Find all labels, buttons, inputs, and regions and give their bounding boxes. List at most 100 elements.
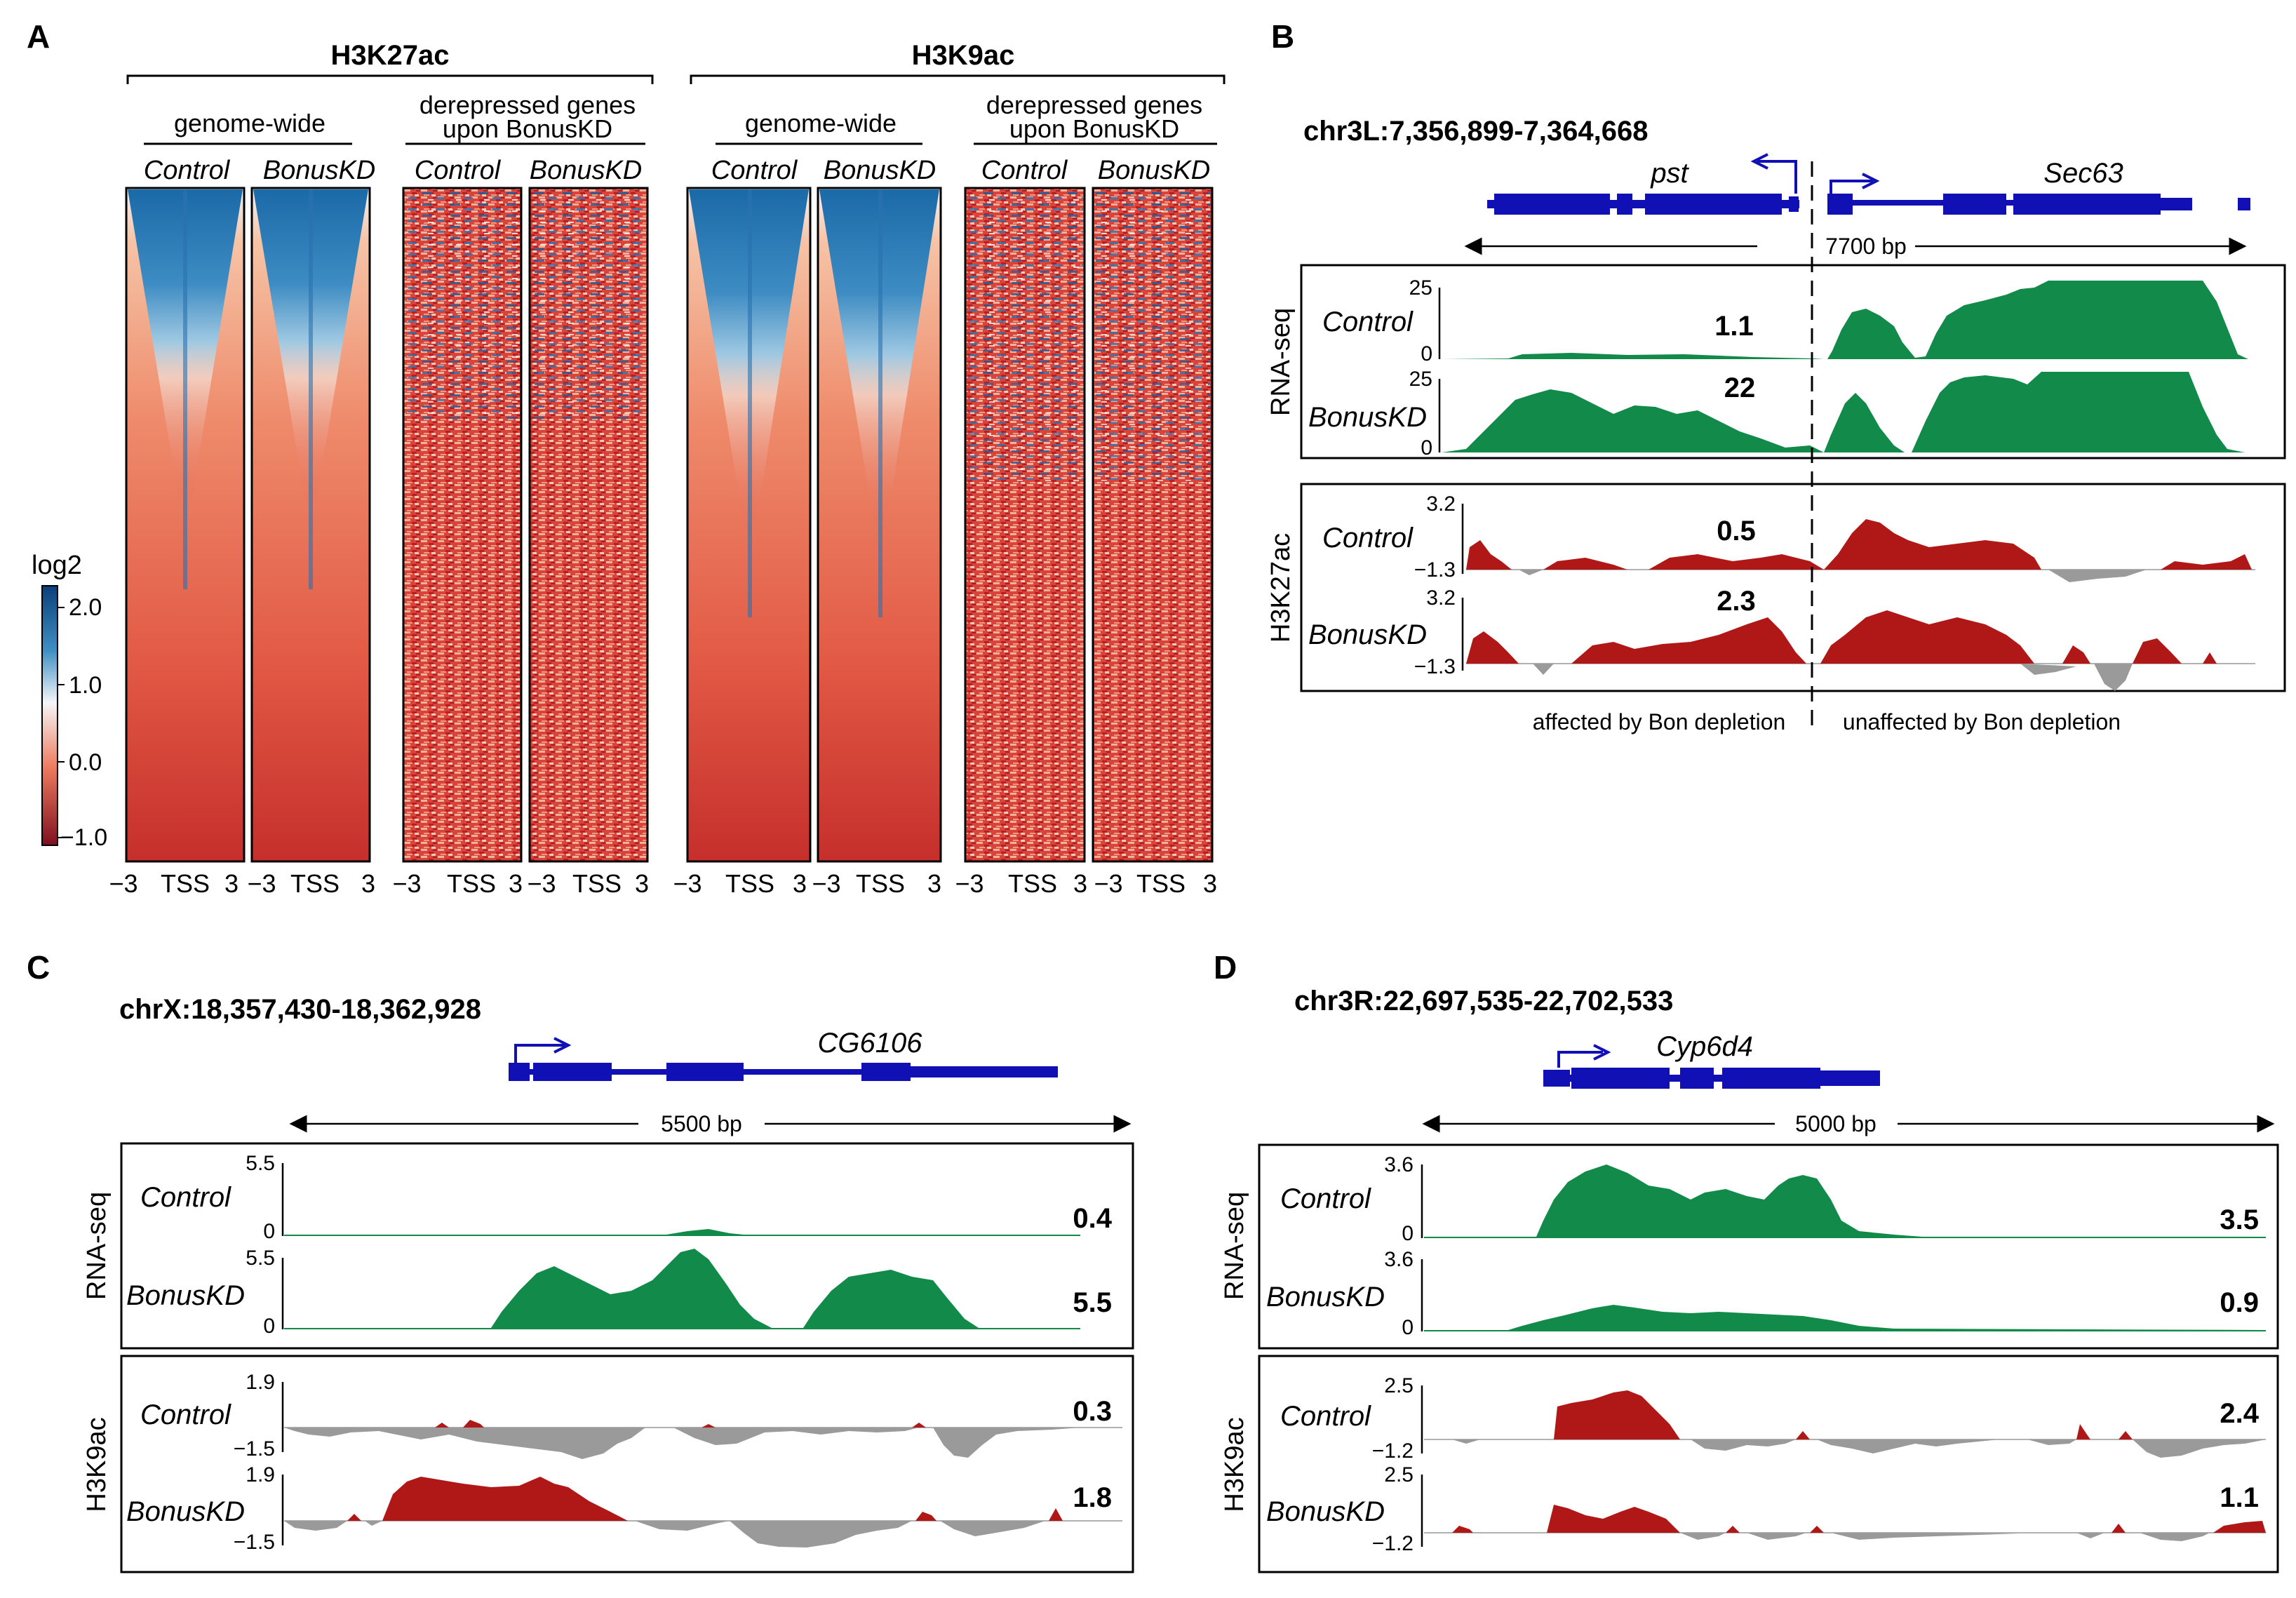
track-c-rna-control: Control <box>140 1182 231 1213</box>
svg-text:TSS: TSS <box>1008 869 1057 898</box>
svg-text:0: 0 <box>1421 342 1432 365</box>
track-b-rna-control: Control <box>1322 307 1414 337</box>
signal-c-chip-control <box>284 1420 1122 1459</box>
value-d-chip-control: 2.4 <box>2220 1398 2259 1429</box>
svg-text:0: 0 <box>1402 1316 1414 1339</box>
panel-b-label: B <box>1271 18 1294 55</box>
color-legend: log2 2.0 1.0 0.0 −1.0 <box>32 551 107 851</box>
svg-text:3.6: 3.6 <box>1384 1153 1414 1176</box>
track-c-chip-kd: BonusKD <box>126 1496 245 1527</box>
value-c-chip-kd: 1.8 <box>1073 1482 1112 1513</box>
mark1-sub-genome: genome-wide <box>174 109 325 137</box>
axis-b-chip-kd: 3.2 −1.3 <box>1414 586 1464 678</box>
mark2-bracket <box>690 74 1226 84</box>
signal-d-chip-kd <box>1424 1505 2266 1541</box>
svg-text:0: 0 <box>1421 436 1432 459</box>
svg-text:0: 0 <box>263 1220 275 1243</box>
value-d-rna-control: 3.5 <box>2220 1204 2259 1235</box>
chip-box-b <box>1300 483 2286 692</box>
note-b-right: unaffected by Bon depletion <box>1843 709 2121 734</box>
mark1-sub-derep-1: derepressed genes <box>419 90 636 119</box>
value-b-chip-kd: 2.3 <box>1717 586 1756 617</box>
legend-tick-1: 1.0 <box>69 672 102 699</box>
rnaseq-box-d <box>1258 1143 2279 1350</box>
svg-text:2.5: 2.5 <box>1384 1374 1414 1397</box>
legend-tick-2: 0.0 <box>69 749 102 776</box>
svg-text:3: 3 <box>793 869 807 898</box>
svg-text:−3: −3 <box>955 869 983 898</box>
legend-tick-3: −1.0 <box>60 824 107 851</box>
gene-label-cg6106: CG6106 <box>818 1028 923 1059</box>
heatmap-h3k27ac-derep-kd <box>528 187 649 863</box>
gene-model-sec63: Sec63 <box>1827 158 2250 215</box>
svg-text:3.2: 3.2 <box>1426 492 1456 516</box>
gene-model-cyp6d4: Cyp6d4 <box>1543 1031 1880 1089</box>
axis-d-rna-kd: 3.6 0 <box>1384 1248 1423 1339</box>
panel-a-mark1-title: H3K27ac <box>330 40 449 71</box>
track-d-rna-control: Control <box>1280 1183 1371 1214</box>
svg-text:0: 0 <box>263 1315 275 1338</box>
svg-text:3: 3 <box>927 869 941 898</box>
value-c-rna-control: 0.4 <box>1073 1203 1112 1234</box>
svg-text:TSS: TSS <box>725 869 774 898</box>
mark2-sub-genome: genome-wide <box>745 109 897 137</box>
track-b-rna-kd: BonusKD <box>1308 402 1427 433</box>
heatmap-h3k9ac-genome-control <box>686 187 812 863</box>
scale-bar-b: 7700 bp <box>1464 234 2247 259</box>
svg-text:1.9: 1.9 <box>246 1463 275 1486</box>
gene-label-cyp6d4: Cyp6d4 <box>1656 1031 1753 1062</box>
rnaseq-label-d: RNA-seq <box>1220 1192 1249 1300</box>
value-b-chip-control: 0.5 <box>1717 516 1756 546</box>
axis-b-rna-control: 25 0 <box>1409 276 1441 365</box>
value-b-rna-kd: 22 <box>1724 372 1756 403</box>
gene-model-cg6106: CG6106 <box>509 1028 1058 1081</box>
heatmap-h3k9ac-derep-kd <box>1092 187 1214 863</box>
heatmap-h3k27ac-derep-control <box>402 187 523 863</box>
svg-text:2.5: 2.5 <box>1384 1463 1414 1486</box>
svg-text:3: 3 <box>635 869 649 898</box>
gene-label-pst: pst <box>1650 158 1689 189</box>
svg-text:−3: −3 <box>812 869 840 898</box>
svg-text:3.2: 3.2 <box>1426 586 1456 610</box>
mark1-sub-derep-2: upon BonusKD <box>443 114 612 143</box>
svg-text:TSS: TSS <box>572 869 622 898</box>
svg-text:3: 3 <box>224 869 239 898</box>
chip-box-d <box>1258 1355 2279 1573</box>
track-d-rna-kd: BonusKD <box>1266 1282 1385 1312</box>
col-label-kd-4: BonusKD <box>1098 156 1211 185</box>
signal-d-rna-kd <box>1424 1305 2266 1331</box>
track-d-chip-control: Control <box>1280 1401 1371 1432</box>
signal-d-rna-control <box>1424 1164 2266 1238</box>
chip-label-c: H3K9ac <box>82 1417 112 1512</box>
note-b-left: affected by Bon depletion <box>1533 709 1786 734</box>
svg-text:3: 3 <box>361 869 375 898</box>
svg-text:3: 3 <box>1073 869 1087 898</box>
signal-b-rna-kd <box>1442 372 2245 452</box>
chip-label-d: H3K9ac <box>1220 1417 1249 1512</box>
svg-text:1.9: 1.9 <box>246 1371 275 1394</box>
heatmap-h3k27ac-genome-kd <box>250 187 371 863</box>
svg-text:TSS: TSS <box>447 869 496 898</box>
signal-d-chip-control <box>1424 1390 2266 1458</box>
col-label-control-1: Control <box>144 156 231 185</box>
axis-c-rna-control: 5.5 0 <box>246 1152 284 1243</box>
panel-a-label: A <box>27 18 50 55</box>
svg-text:−1.3: −1.3 <box>1414 655 1456 678</box>
value-b-rna-control: 1.1 <box>1714 311 1754 342</box>
col-label-kd-3: BonusKD <box>824 156 936 185</box>
mark2-sub-derep-1: derepressed genes <box>986 90 1202 119</box>
value-c-rna-kd: 5.5 <box>1073 1287 1112 1318</box>
track-c-rna-kd: BonusKD <box>126 1280 245 1311</box>
svg-text:TSS: TSS <box>856 869 905 898</box>
scale-label-c: 5500 bp <box>661 1111 742 1136</box>
svg-text:3: 3 <box>1203 869 1217 898</box>
track-b-chip-kd: BonusKD <box>1308 619 1427 650</box>
scale-label-d: 5000 bp <box>1795 1111 1877 1136</box>
axis-b-rna-kd: 25 0 <box>1409 368 1441 459</box>
heatmap-x-axis-labels: −3 TSS 3 −3 TSS 3 −3 TSS 3 −3 TSS 3 −3 T… <box>109 869 1217 898</box>
rnaseq-box-c <box>120 1142 1134 1350</box>
axis-c-chip-control: 1.9 −1.5 <box>234 1371 284 1461</box>
axis-d-chip-kd: 2.5 −1.2 <box>1372 1463 1423 1555</box>
scale-bar-c: 5500 bp <box>289 1111 1132 1136</box>
